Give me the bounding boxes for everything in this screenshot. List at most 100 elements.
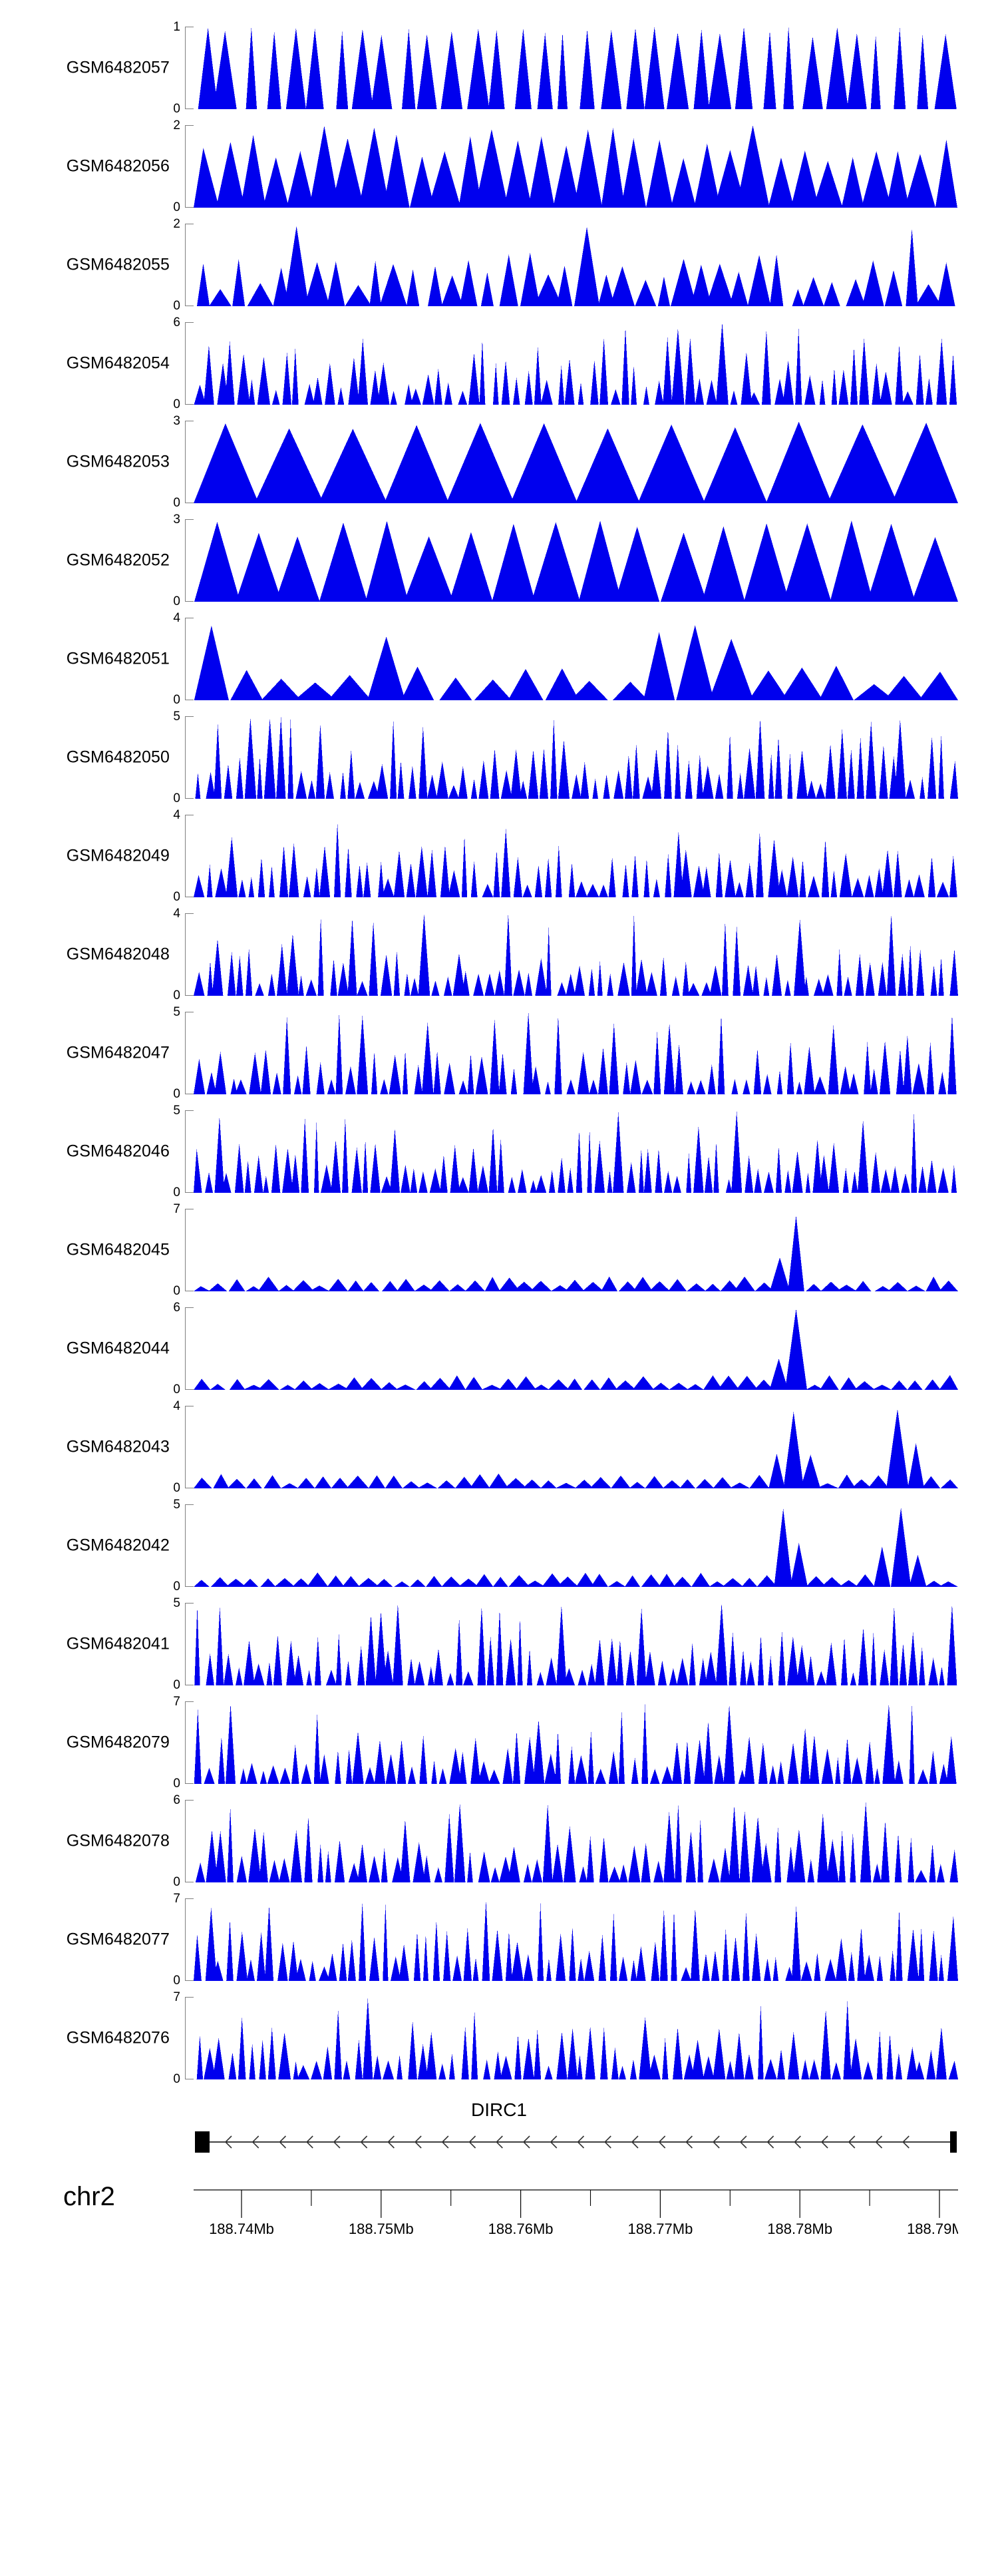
y-axis-line	[185, 322, 186, 405]
y-axis-max-label: 6	[173, 316, 180, 329]
coverage-area	[194, 1209, 958, 1291]
coverage-area	[194, 1307, 958, 1390]
coverage-area	[194, 519, 958, 602]
axis-tick-label: 188.75Mb	[349, 2221, 414, 2237]
track-label: GSM6482048	[66, 945, 170, 964]
y-axis-line	[185, 716, 186, 799]
y-axis-top-cap	[185, 322, 194, 323]
track-label: GSM6482078	[66, 1831, 170, 1850]
coverage-area	[194, 1898, 958, 1981]
y-axis-max-label: 7	[173, 1990, 180, 2004]
coverage-track: GSM6482049 4 0	[0, 807, 998, 905]
y-axis-max-label: 5	[173, 1596, 180, 1610]
coverage-track: GSM6482051 4 0	[0, 610, 998, 708]
y-axis-line	[185, 421, 186, 503]
y-axis-max-label: 4	[173, 611, 180, 625]
axis-tick-label: 188.79Mb	[907, 2221, 958, 2237]
y-axis-line	[185, 1800, 186, 1882]
y-axis-min-label: 0	[173, 693, 180, 707]
coverage-area	[194, 125, 958, 208]
y-axis-top-cap	[185, 1997, 194, 1998]
y-axis-max-label: 5	[173, 710, 180, 724]
coverage-area	[194, 1504, 958, 1587]
y-axis-min-label: 0	[173, 1087, 180, 1101]
coverage-area	[194, 27, 958, 109]
y-axis-min-label: 0	[173, 1875, 180, 1889]
track-label: GSM6482041	[66, 1634, 170, 1653]
y-axis-top-cap	[185, 1307, 194, 1308]
coverage-track: GSM6482056 2 0	[0, 117, 998, 216]
y-axis-max-label: 6	[173, 1793, 180, 1807]
y-axis-min-label: 0	[173, 200, 180, 214]
y-axis-bottom-cap	[185, 404, 194, 405]
track-label: GSM6482056	[66, 156, 170, 176]
coverage-area	[194, 618, 958, 700]
coverage-area	[194, 421, 958, 503]
y-axis-top-cap	[185, 716, 194, 717]
y-axis-line	[185, 1898, 186, 1981]
y-axis-top-cap	[185, 519, 194, 520]
coverage-area	[194, 1997, 958, 2079]
y-axis-top-cap	[185, 1800, 194, 1801]
y-axis-line	[185, 815, 186, 897]
coverage-track: GSM6482041 5 0	[0, 1595, 998, 1693]
y-axis-bottom-cap	[185, 1192, 194, 1193]
y-axis-max-label: 3	[173, 513, 180, 527]
coverage-track: GSM6482057 1 0	[0, 19, 998, 117]
y-axis-line	[185, 519, 186, 602]
y-axis-line	[185, 1997, 186, 2079]
axis-tick-label: 188.76Mb	[488, 2221, 554, 2237]
y-axis-top-cap	[185, 1898, 194, 1899]
y-axis-max-label: 3	[173, 414, 180, 428]
y-axis-bottom-cap	[185, 1783, 194, 1784]
y-axis-line	[185, 1701, 186, 1784]
track-label: GSM6482054	[66, 353, 170, 373]
y-axis-min-label: 0	[173, 102, 180, 116]
y-axis-max-label: 5	[173, 1104, 180, 1118]
coverage-track: GSM6482054 6 0	[0, 314, 998, 413]
y-axis-line	[185, 1209, 186, 1291]
y-axis-line	[185, 125, 186, 208]
y-axis-min-label: 0	[173, 299, 180, 313]
track-label: GSM6482049	[66, 846, 170, 865]
y-axis-line	[185, 1504, 186, 1587]
y-axis-bottom-cap	[185, 1980, 194, 1981]
track-label: GSM6482047	[66, 1043, 170, 1062]
coverage-track: GSM6482055 2 0	[0, 216, 998, 314]
coverage-track: GSM6482042 5 0	[0, 1496, 998, 1595]
y-axis-min-label: 0	[173, 988, 180, 1002]
coverage-track: GSM6482079 7 0	[0, 1693, 998, 1792]
track-label: GSM6482053	[66, 452, 170, 471]
track-label: GSM6482046	[66, 1142, 170, 1161]
y-axis-line	[185, 618, 186, 700]
y-axis-line	[185, 1406, 186, 1488]
track-label: GSM6482044	[66, 1339, 170, 1358]
y-axis-max-label: 6	[173, 1301, 180, 1315]
y-axis-min-label: 0	[173, 1777, 180, 1791]
coverage-area	[194, 913, 958, 996]
track-label: GSM6482051	[66, 649, 170, 668]
gene-model-track: DIRC1	[0, 2099, 998, 2159]
y-axis-bottom-cap	[185, 995, 194, 996]
track-label: GSM6482043	[66, 1437, 170, 1456]
y-axis-bottom-cap	[185, 1389, 194, 1390]
y-axis-line	[185, 1603, 186, 1685]
coverage-track: GSM6482078 6 0	[0, 1792, 998, 1890]
y-axis-max-label: 7	[173, 1202, 180, 1216]
track-label: GSM6482042	[66, 1536, 170, 1555]
y-axis-max-label: 4	[173, 808, 180, 822]
y-axis-top-cap	[185, 125, 194, 126]
coverage-area	[194, 322, 958, 405]
y-axis-bottom-cap	[185, 601, 194, 602]
y-axis-min-label: 0	[173, 890, 180, 904]
y-axis-line	[185, 224, 186, 306]
gene-model-graphic	[194, 2127, 958, 2157]
